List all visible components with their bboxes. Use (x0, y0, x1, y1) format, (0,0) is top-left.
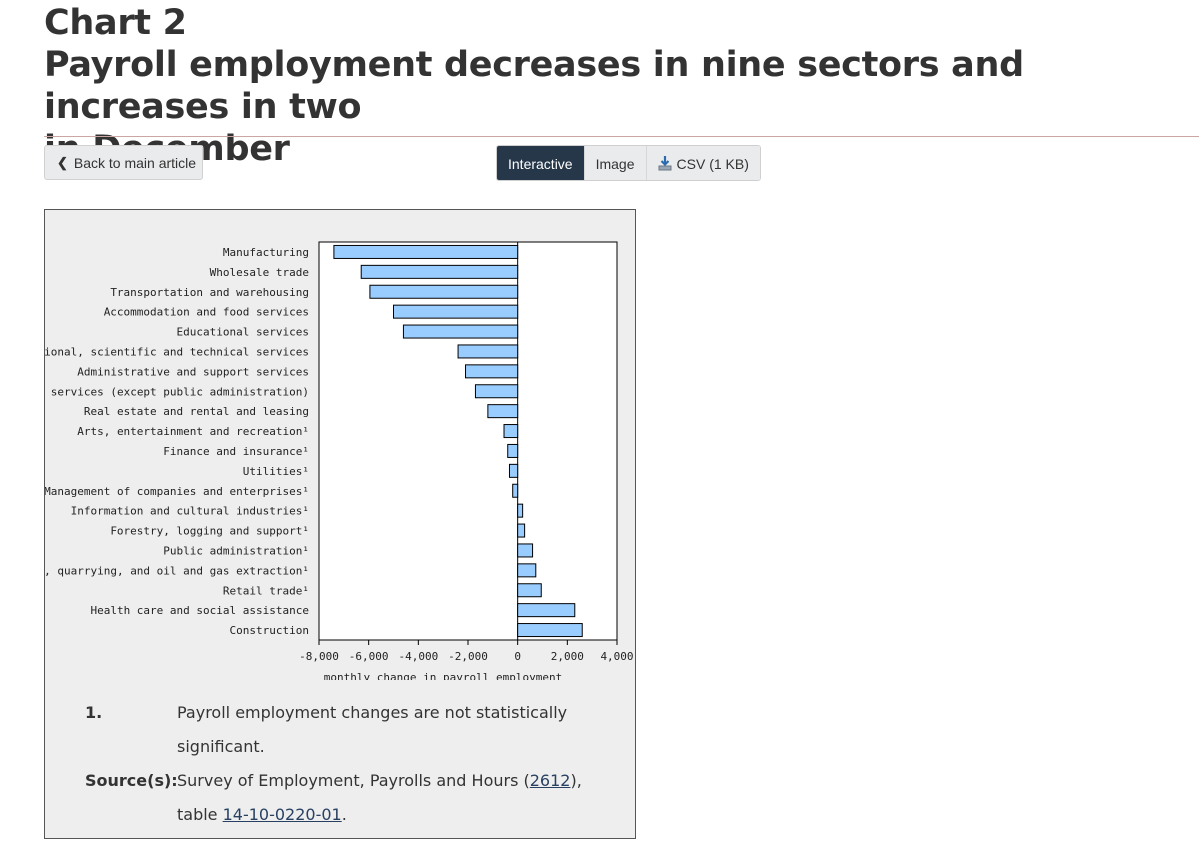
tab-interactive-label: Interactive (508, 156, 573, 172)
chart-footnotes: 1. Payroll employment changes are not st… (85, 696, 605, 832)
x-tick-label: 2,000 (551, 650, 584, 663)
chart-label: Chart 2 (44, 3, 187, 43)
table-number-link[interactable]: 14-10-0220-01 (222, 805, 342, 824)
source-text-part: ), (570, 771, 582, 790)
page-title: Chart 2 Payroll employment decreases in … (44, 2, 1194, 170)
tab-csv[interactable]: CSV (1 KB) (645, 146, 760, 180)
survey-number-link[interactable]: 2612 (529, 771, 571, 790)
category-label: Forestry, logging and support¹ (110, 525, 309, 538)
footnote-text-line: significant. (177, 737, 265, 756)
category-label: Mining, quarrying, and oil and gas extra… (45, 564, 309, 577)
source-label: Source(s): (85, 771, 178, 790)
chart-title-line: Payroll employment decreases in nine sec… (44, 45, 1024, 127)
source-text-part: table (177, 805, 223, 824)
bar (474, 384, 519, 399)
tab-interactive[interactable]: Interactive (497, 146, 584, 180)
bar (333, 244, 519, 259)
chevron-left-icon: ❮ (57, 154, 68, 170)
category-label: Utilities¹ (243, 465, 309, 478)
bar (517, 623, 583, 638)
source-text-part: . (341, 805, 347, 824)
bar (402, 324, 519, 339)
bar (393, 304, 519, 319)
bar (517, 503, 524, 518)
category-label: Management of companies and enterprises¹ (45, 485, 309, 498)
category-label: Retail trade¹ (223, 584, 309, 597)
bar (517, 523, 526, 538)
bar (465, 364, 519, 379)
source-text-part: Survey of Employment, Payrolls and Hours… (177, 771, 530, 790)
footnote-row: 1. Payroll employment changes are not st… (85, 696, 605, 764)
chart-panel: Manufacturing Wholesale trade Transportati… (44, 209, 636, 839)
footnote-text-line: Payroll employment changes are not stati… (177, 703, 568, 722)
bar (517, 603, 576, 618)
bar (503, 424, 519, 439)
bar (517, 563, 537, 578)
bar (487, 404, 519, 419)
bar (517, 583, 542, 598)
tab-image-label: Image (595, 156, 635, 172)
plot-area (318, 241, 618, 641)
category-label: Health care and social assistance (90, 604, 309, 617)
category-label: Information and cultural industries¹ (71, 505, 309, 518)
category-label: Other services (except public administra… (45, 385, 309, 398)
source-row: Source(s): Survey of Employment, Payroll… (85, 764, 605, 832)
category-label: Accommodation and food services (104, 306, 309, 319)
tab-csv-label: CSV (1 KB) (676, 156, 749, 172)
back-to-article-button[interactable]: ❮ Back to main article (44, 145, 203, 180)
x-axis-label: monthly change in payroll employment (324, 671, 562, 680)
x-tick-label: -6,000 (349, 650, 389, 663)
bar (369, 284, 519, 299)
title-divider (44, 136, 1199, 137)
category-label: Wholesale trade (210, 266, 309, 279)
footnote-number: 1. (85, 703, 103, 722)
category-label: Construction (230, 624, 309, 637)
x-tick-label: 0 (514, 650, 521, 663)
bar (457, 344, 519, 359)
source-text: Survey of Employment, Payrolls and Hours… (177, 764, 582, 832)
bar (508, 463, 519, 478)
download-icon (658, 155, 672, 174)
x-tick-label: -8,000 (299, 650, 339, 663)
category-label: Arts, entertainment and recreation¹ (77, 425, 309, 438)
bar (360, 264, 519, 279)
bar (507, 443, 519, 458)
x-tick-label: 4,000 (600, 650, 633, 663)
bar (512, 483, 519, 498)
bar-chart: Manufacturing Wholesale trade Transportati… (45, 241, 634, 680)
category-label: Professional, scientific and technical s… (45, 345, 309, 358)
tab-image[interactable]: Image (583, 146, 646, 180)
x-tick-label: -2,000 (448, 650, 488, 663)
category-label: Administrative and support services (77, 365, 309, 378)
category-label: Public administration¹ (163, 544, 309, 557)
x-tick-label: -4,000 (398, 650, 438, 663)
category-label: Manufacturing (223, 246, 309, 259)
footnote-text: Payroll employment changes are not stati… (177, 696, 567, 764)
category-label: Finance and insurance¹ (163, 445, 309, 458)
category-label: Real estate and rental and leasing (84, 405, 309, 418)
back-button-label: Back to main article (73, 154, 197, 171)
bar (517, 543, 534, 558)
view-tabs: Interactive Image CSV (1 KB) (496, 145, 761, 181)
category-label: Transportation and warehousing (110, 286, 309, 299)
category-label: Educational services (177, 326, 309, 339)
